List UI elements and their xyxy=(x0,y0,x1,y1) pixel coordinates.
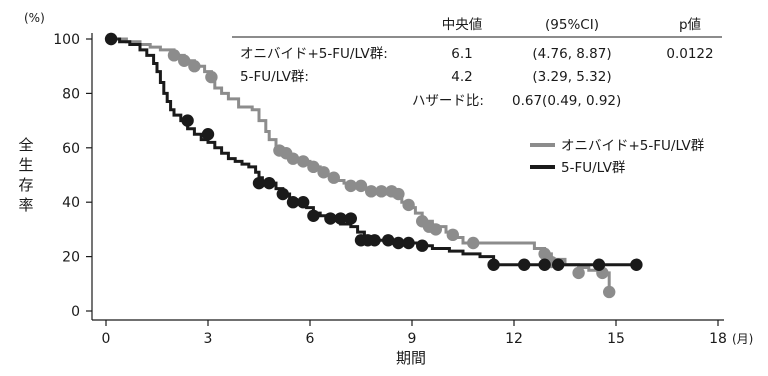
censor-marker-series-1 xyxy=(365,185,378,198)
censor-marker-series-2 xyxy=(263,176,276,190)
axes: 0 20 40 60 80 100 0 3 6 9 12 15 18 xyxy=(53,32,727,347)
censor-marker-series-2 xyxy=(592,258,606,271)
censor-marker-series-1 xyxy=(317,166,330,179)
censor-marker-series-2 xyxy=(181,114,194,127)
censor-marker-series-1 xyxy=(307,160,320,174)
x-tick-label: 0 xyxy=(102,331,111,347)
censor-marker-series-1 xyxy=(603,285,616,299)
stats-table: 中央値 (95%CI) p値 オニバイド+5-FU/LV群: 6.1 (4.76… xyxy=(232,17,722,109)
y-axis-label-char: 存 xyxy=(18,176,33,194)
y-tick-label: 60 xyxy=(62,141,80,157)
censor-marker-series-1 xyxy=(286,152,300,165)
table-row-label: オニバイド+5-FU/LV群: xyxy=(240,46,388,62)
censor-marker-series-2 xyxy=(487,258,500,271)
x-axis-label: 期間 xyxy=(396,349,426,367)
y-tick-label: 80 xyxy=(62,86,80,102)
censor-marker-series-2 xyxy=(286,196,300,209)
censor-marker-series-1 xyxy=(188,59,201,73)
table-header-median: 中央値 xyxy=(442,17,483,33)
x-tick-label: 9 xyxy=(408,331,417,347)
x-tick-label: 6 xyxy=(306,331,315,347)
censor-marker-series-1 xyxy=(178,54,191,67)
censor-marker-series-2 xyxy=(630,258,643,271)
censor-marker-series-2 xyxy=(552,258,565,271)
censor-marker-series-2 xyxy=(104,32,118,46)
hazard-ratio-label: ハザード比: xyxy=(412,93,484,109)
censor-marker-series-2 xyxy=(538,258,551,271)
y-axis-label-char: 率 xyxy=(18,196,33,214)
y-axis-label: 全 生 存 率 xyxy=(18,136,33,214)
x-tick-label: 3 xyxy=(204,331,213,347)
x-tick-label: 15 xyxy=(607,331,625,347)
censor-marker-series-1 xyxy=(572,266,585,280)
censor-marker-series-2 xyxy=(518,258,531,271)
y-axis-label-char: 生 xyxy=(18,156,33,174)
x-tick-label: 18 xyxy=(709,331,727,347)
table-row-p: 0.0122 xyxy=(666,46,713,62)
censor-marker-series-1 xyxy=(327,171,340,184)
censor-marker-series-1 xyxy=(205,70,218,84)
x-tick-label: 12 xyxy=(505,331,523,347)
table-row-median: 4.2 xyxy=(451,69,472,85)
censor-marker-series-1 xyxy=(538,247,551,261)
y-unit-label: (%) xyxy=(24,11,45,25)
censor-markers xyxy=(104,32,643,299)
censor-marker-series-1 xyxy=(354,179,368,193)
legend-label-series-2: 5-FU/LV群 xyxy=(561,160,626,176)
y-tick-label: 0 xyxy=(71,304,80,320)
censor-marker-series-2 xyxy=(201,128,215,141)
x-unit-label: (月) xyxy=(732,332,753,346)
y-axis-label-char: 全 xyxy=(18,136,33,154)
censor-marker-series-1 xyxy=(344,179,357,193)
legend-label-series-1: オニバイド+5-FU/LV群 xyxy=(561,138,705,154)
y-tick-label: 20 xyxy=(62,250,80,266)
censor-marker-series-2 xyxy=(382,234,395,247)
censor-marker-series-1 xyxy=(402,198,415,212)
censor-marker-series-2 xyxy=(392,236,405,250)
table-row-ci: (4.76, 8.87) xyxy=(532,46,611,62)
y-tick-label: 100 xyxy=(53,32,80,48)
table-row-label: 5-FU/LV群: xyxy=(240,69,309,85)
censor-marker-series-2 xyxy=(334,212,347,225)
censor-marker-series-1 xyxy=(467,236,480,250)
y-tick-label: 40 xyxy=(62,195,80,211)
censor-marker-series-2 xyxy=(416,239,429,252)
table-row-ci: (3.29, 5.32) xyxy=(532,69,611,85)
legend: オニバイド+5-FU/LV群 5-FU/LV群 xyxy=(530,138,705,176)
censor-marker-series-2 xyxy=(368,234,381,247)
table-header-ci: (95%CI) xyxy=(545,17,599,33)
censor-marker-series-1 xyxy=(375,185,388,198)
hazard-ratio-value: 0.67(0.49, 0.92) xyxy=(512,93,621,109)
censor-marker-series-2 xyxy=(276,187,289,201)
censor-marker-series-2 xyxy=(297,196,310,209)
censor-marker-series-1 xyxy=(429,223,442,236)
censor-marker-series-1 xyxy=(297,155,310,168)
censor-marker-series-2 xyxy=(252,176,266,190)
table-row-median: 6.1 xyxy=(451,46,472,62)
censor-marker-series-2 xyxy=(402,236,415,250)
censor-marker-series-1 xyxy=(446,228,459,242)
censor-marker-series-1 xyxy=(167,49,181,62)
censor-marker-series-2 xyxy=(307,209,320,222)
table-header-p: p値 xyxy=(679,17,701,33)
censor-marker-series-1 xyxy=(392,187,405,201)
censor-marker-series-2 xyxy=(344,212,357,225)
censor-marker-series-2 xyxy=(324,212,337,225)
